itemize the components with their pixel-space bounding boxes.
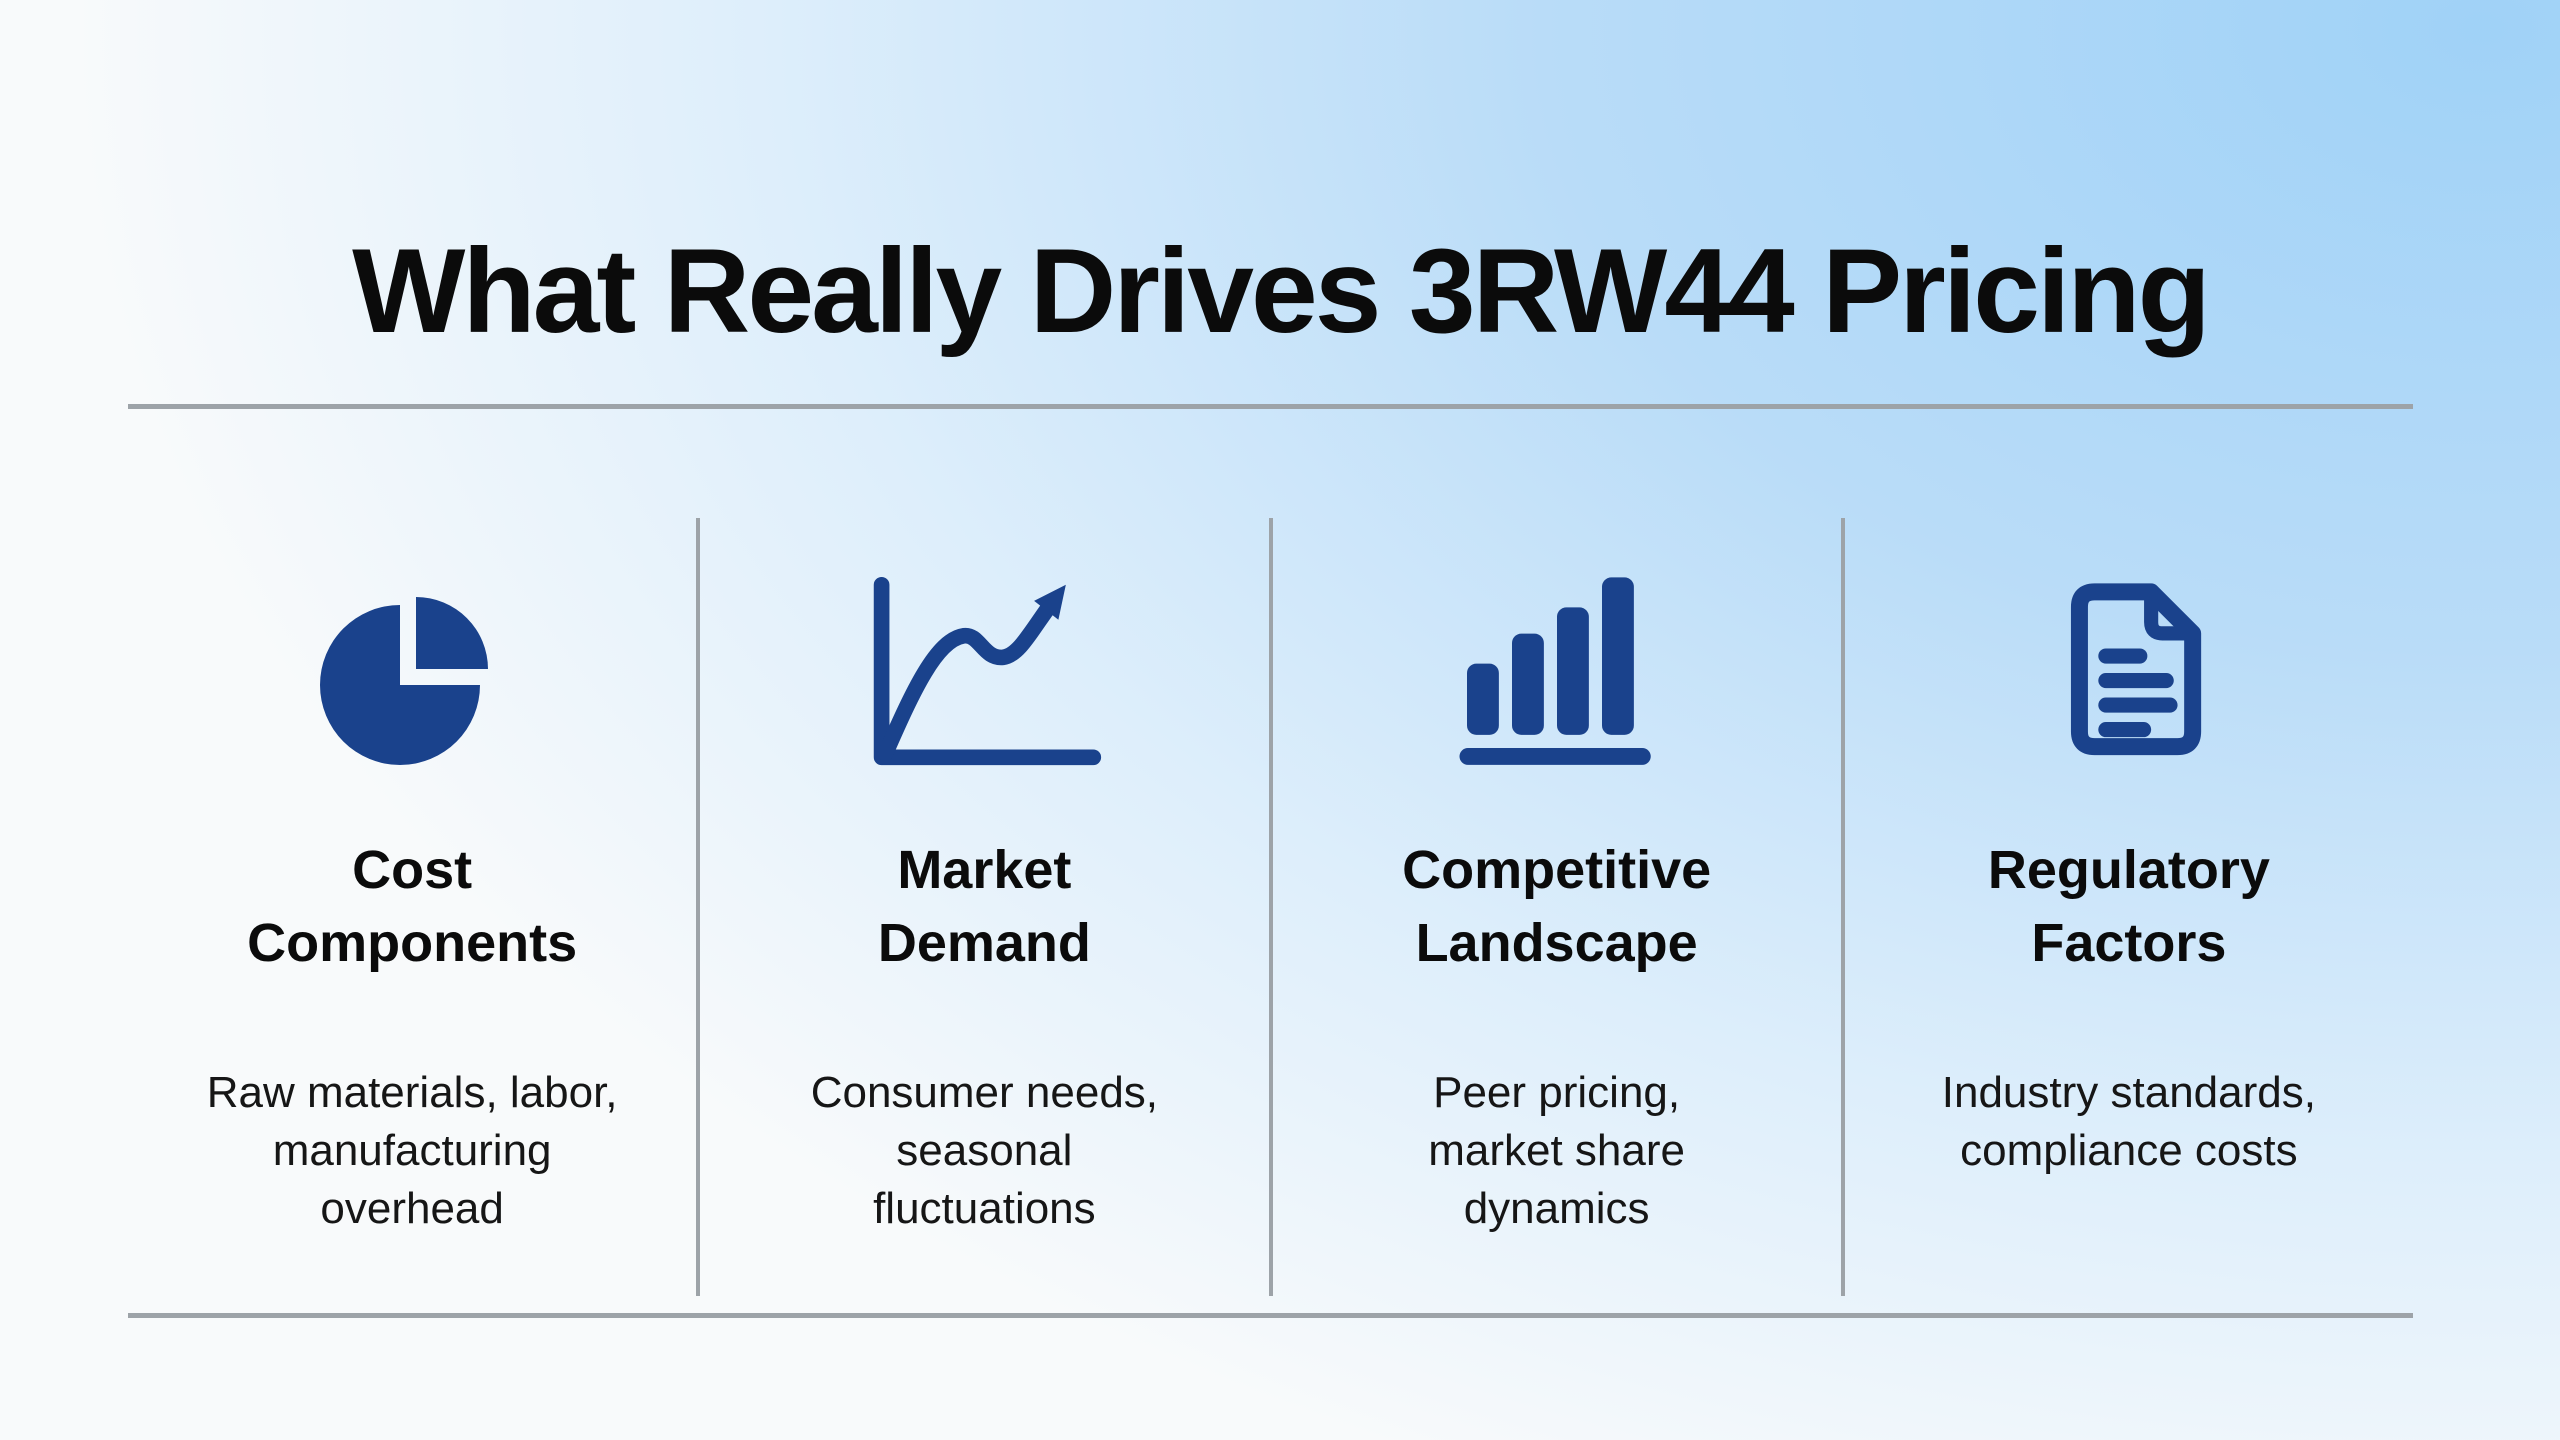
factor-column-market-demand: Market Demand Consumer needs, seasonal f… [700,518,1268,1296]
factor-column-competitive-landscape: Competitive Landscape Peer pricing, mark… [1273,518,1841,1296]
factor-description: Raw materials, labor, manufacturing over… [206,1068,618,1233]
line-chart-icon [700,563,1268,783]
top-divider-line [128,404,2413,409]
factor-description: Consumer needs, seasonal fluctuations [810,1068,1159,1233]
column-divider-line [696,518,701,1296]
factor-title: Competitive Landscape [1402,840,1712,973]
pie-chart-icon [128,563,696,783]
bar-chart-icon [1273,563,1841,783]
bottom-divider-line [128,1313,2413,1318]
factor-column-regulatory-factors: Regulatory Factors Industry standards, c… [1845,518,2413,1296]
column-divider-line [1840,518,1845,1296]
column-divider-line [1268,518,1273,1296]
factor-title: Regulatory Factors [1987,840,2270,973]
factor-title: Market Demand [877,840,1091,973]
factor-title: Cost Components [247,840,578,973]
document-icon [1845,563,2413,783]
factor-description: Peer pricing, market share dynamics [1428,1068,1685,1233]
factor-column-cost-components: Cost Components Raw materials, labor, ma… [128,518,696,1296]
factor-description: Industry standards, compliance costs [1941,1068,2316,1175]
page-title: What Really Drives 3RW44 Pricing [352,224,2211,359]
factors-row: Cost Components Raw materials, labor, ma… [128,518,2413,1296]
